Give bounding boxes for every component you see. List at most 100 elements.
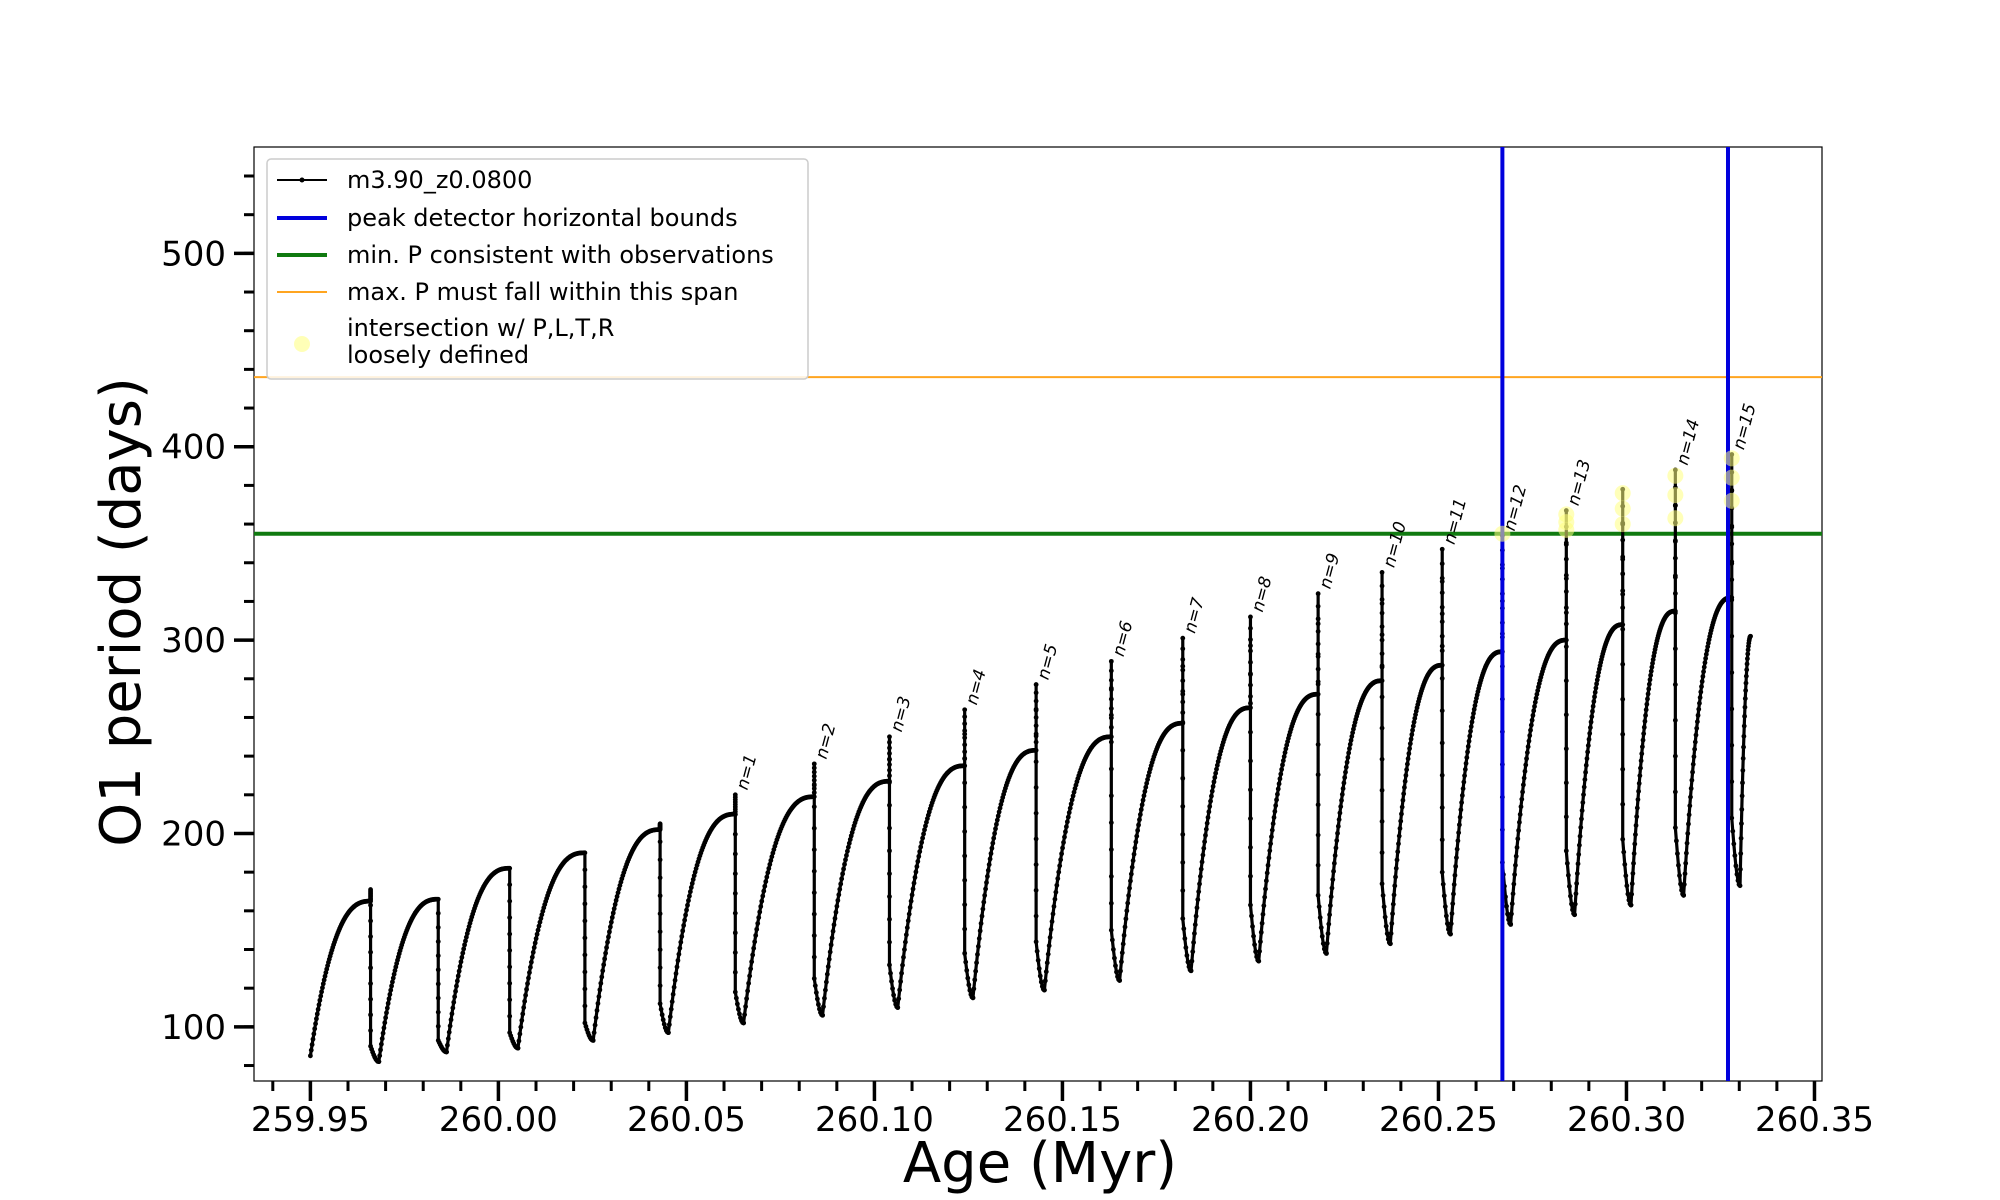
series-point — [1639, 744, 1645, 750]
intersection-point — [1558, 506, 1575, 523]
series-point — [1563, 848, 1569, 854]
series-point — [1563, 610, 1569, 616]
series-point — [582, 986, 588, 992]
series-point — [455, 973, 461, 979]
series-point — [1066, 810, 1072, 815]
series-point — [532, 940, 538, 946]
series-point — [841, 866, 846, 872]
series-point — [1579, 808, 1585, 814]
series-point — [1411, 719, 1417, 725]
y-tick-label: 500 — [161, 234, 226, 274]
series-point — [1399, 804, 1405, 810]
series-point — [1454, 855, 1459, 861]
series-point — [1632, 841, 1638, 847]
series-point — [1180, 710, 1186, 716]
series-point — [308, 1047, 314, 1053]
series-point — [1109, 937, 1115, 943]
series-point — [1248, 873, 1253, 879]
series-point — [582, 935, 588, 941]
series-point — [1563, 814, 1569, 820]
series-point — [1197, 881, 1202, 887]
series-point — [612, 902, 618, 907]
series-point — [769, 854, 775, 860]
series-point — [1470, 715, 1476, 720]
series-point — [1379, 637, 1385, 643]
series-point — [523, 992, 529, 998]
series-point — [1587, 730, 1593, 736]
series-point — [1581, 784, 1587, 790]
series-point — [1679, 887, 1684, 893]
series-point — [1316, 904, 1322, 910]
series-point — [1349, 734, 1355, 739]
series-point — [1565, 872, 1571, 878]
series-point — [1203, 832, 1208, 838]
series-point — [1681, 892, 1687, 898]
series-point — [607, 924, 613, 930]
annotation-label: n=4 — [962, 667, 991, 707]
series-point — [657, 839, 663, 845]
series-point — [1742, 713, 1747, 719]
series-point — [887, 745, 892, 751]
series-point — [888, 970, 893, 976]
series-point — [1038, 979, 1044, 985]
series-point — [823, 987, 828, 993]
series-point — [1468, 724, 1474, 729]
series-point — [534, 931, 540, 937]
series-point — [755, 920, 761, 926]
series-point — [975, 952, 980, 957]
series-point — [1342, 775, 1348, 780]
x-tick-label: 259.95 — [251, 1100, 370, 1140]
series-point — [1345, 755, 1351, 760]
series-point — [887, 780, 892, 785]
series-point — [1059, 851, 1064, 857]
series-point — [1277, 776, 1283, 782]
series-point — [1379, 632, 1385, 638]
series-point — [1620, 626, 1626, 632]
series-point — [1112, 955, 1117, 961]
series-point — [962, 749, 968, 755]
series-point — [1592, 694, 1597, 700]
series-point — [376, 1059, 382, 1065]
series-point — [1033, 682, 1039, 687]
series-point — [530, 949, 536, 955]
series-point — [1114, 969, 1119, 975]
series-point — [1381, 904, 1387, 910]
series-point — [1394, 857, 1400, 863]
series-point — [732, 910, 738, 916]
series-point — [1439, 662, 1445, 668]
series-point — [1591, 699, 1597, 704]
series-point — [1688, 794, 1693, 800]
series-point — [1672, 646, 1678, 652]
series-point — [607, 929, 612, 935]
series-point — [1278, 771, 1284, 777]
series-point — [1315, 603, 1321, 609]
series-point — [912, 875, 918, 880]
series-point — [962, 950, 968, 956]
series-point — [1410, 727, 1415, 733]
series-point — [1033, 913, 1039, 919]
series-point — [1690, 761, 1696, 767]
series-point — [1563, 678, 1569, 684]
series-point — [1379, 570, 1385, 575]
annotations: n=1 n=2 n=3 n=4 n=5 n=6 n=7 n=8 n=9 n=10 n=11 n=12 n… — [733, 402, 1761, 793]
series-point — [1252, 942, 1257, 948]
series-point — [613, 897, 619, 903]
series-point — [887, 734, 892, 740]
series-point — [1643, 707, 1649, 713]
series-point — [965, 975, 971, 981]
series-point — [1044, 960, 1050, 966]
series-point — [906, 911, 912, 917]
series-point — [384, 1005, 390, 1011]
series-point — [962, 763, 968, 769]
series-point — [811, 954, 817, 960]
series-point — [1439, 579, 1445, 584]
series-point — [1191, 940, 1196, 945]
series-point — [378, 1041, 384, 1047]
series-point — [1335, 830, 1340, 836]
series-point — [657, 821, 663, 827]
series-point — [368, 902, 373, 908]
legend-item: peak detector horizontal bounds — [277, 204, 738, 232]
series-point — [1064, 819, 1070, 825]
series-point — [1193, 913, 1199, 919]
series-point — [762, 883, 768, 889]
